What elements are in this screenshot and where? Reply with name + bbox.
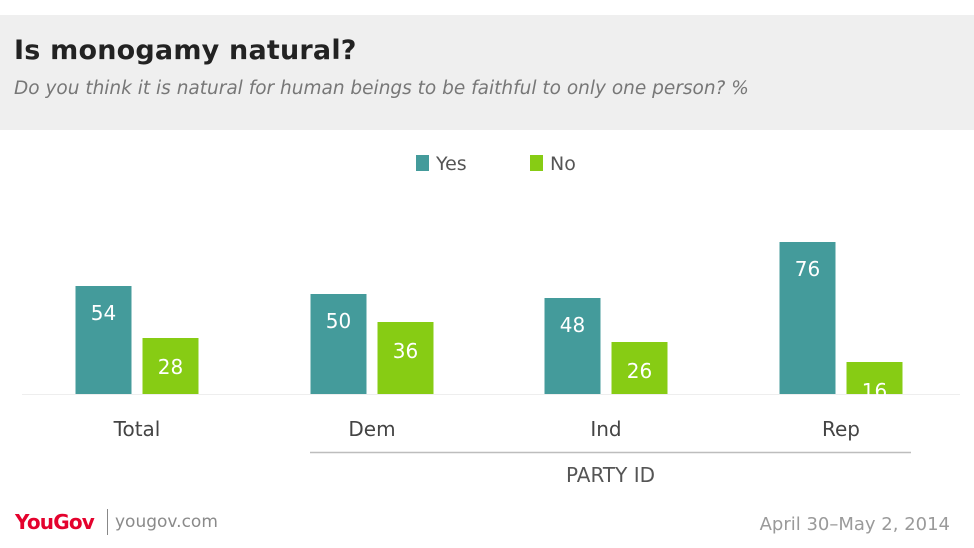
value-label-no-total: 28	[158, 355, 183, 379]
bar-yes-dem	[310, 294, 367, 394]
fieldwork-date: April 30–May 2, 2014	[759, 514, 950, 535]
footer-divider	[107, 509, 108, 535]
value-label-yes-total: 54	[91, 301, 116, 325]
value-label-no-rep: 16	[862, 379, 887, 403]
legend-swatch-no	[530, 155, 543, 171]
value-label-no-ind: 26	[627, 359, 652, 383]
category-label-total: Total	[113, 417, 161, 441]
category-label-ind: Ind	[590, 417, 621, 441]
group-label-party-id: PARTY ID	[566, 463, 655, 487]
legend-swatch-yes	[416, 155, 429, 171]
value-label-no-dem: 36	[393, 339, 418, 363]
category-label-rep: Rep	[822, 417, 860, 441]
yougov-logo: YouGov	[15, 510, 95, 534]
bar-no-total	[142, 338, 199, 394]
legend-label-yes: Yes	[435, 153, 467, 175]
bar-no-dem	[377, 322, 434, 394]
value-label-yes-rep: 76	[795, 257, 820, 281]
category-label-dem: Dem	[348, 417, 395, 441]
chart-subtitle: Do you think it is natural for human bei…	[14, 78, 749, 99]
value-label-yes-ind: 48	[560, 313, 585, 337]
value-label-yes-dem: 50	[326, 309, 351, 333]
chart-title: Is monogamy natural?	[14, 35, 357, 66]
bar-yes-total	[75, 286, 132, 394]
legend-label-no: No	[550, 153, 576, 175]
bar-no-ind	[611, 342, 668, 394]
bar-yes-rep	[779, 242, 836, 394]
footer-site-link[interactable]: yougov.com	[115, 512, 218, 532]
header-band: Is monogamy natural? Do you think it is …	[0, 15, 974, 130]
bar-no-rep	[846, 362, 903, 394]
bar-yes-ind	[544, 298, 601, 394]
